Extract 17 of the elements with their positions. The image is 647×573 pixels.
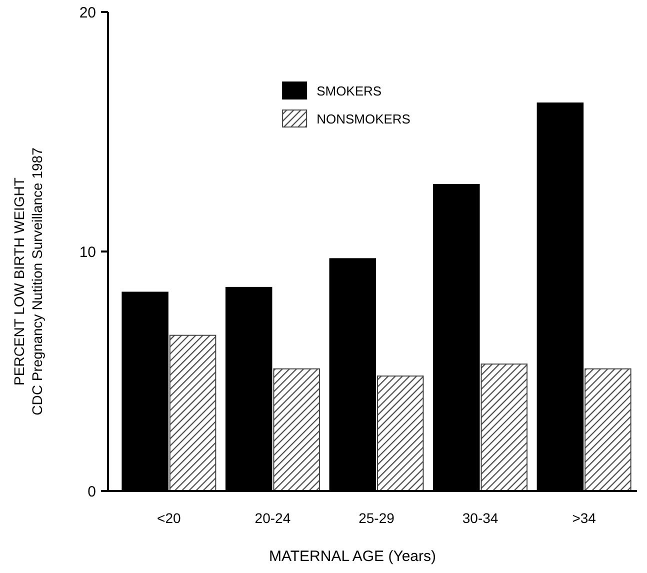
x-tick-label: <20 — [157, 510, 182, 526]
bar — [273, 368, 320, 492]
x-tick-label: 30-34 — [462, 510, 498, 526]
bar — [169, 334, 216, 492]
y-axis-title: PERCENT LOW BIRTH WEIGHT CDC Pregnancy Nutition Surveillance 1987 — [11, 147, 45, 416]
x-tick-label: >34 — [572, 510, 596, 526]
y-tick-label: 0 — [88, 483, 96, 500]
y-tick-label: 10 — [79, 244, 96, 261]
legend-label: NONSMOKERS — [316, 112, 411, 127]
bar — [584, 368, 632, 492]
legend-label: SMOKERS — [316, 84, 382, 99]
x-tick-label: 25-29 — [358, 510, 395, 526]
x-axis-title: MATERNAL AGE (Years) — [269, 548, 436, 565]
x-tick-label: 20-24 — [254, 510, 291, 526]
bar — [377, 376, 424, 492]
y-tick-label: 20 — [79, 4, 96, 22]
bar — [480, 364, 528, 492]
